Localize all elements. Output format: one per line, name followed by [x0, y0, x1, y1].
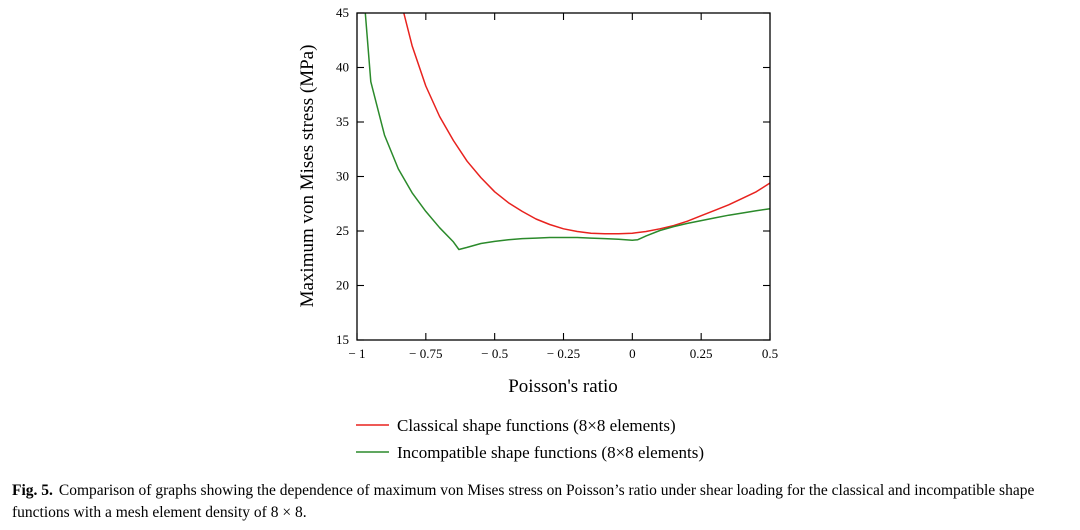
x-axis-title: Poisson's ratio — [508, 376, 618, 397]
x-tick-label: − 1 — [348, 346, 365, 361]
legend-label-classical: Classical shape functions (8×8 elements) — [397, 416, 676, 435]
x-tick-label: − 0.25 — [547, 346, 580, 361]
y-axis-title: Maximum von Mises stress (MPa) — [297, 45, 318, 308]
figure-label: Fig. 5. — [12, 482, 53, 499]
y-tick-label: 30 — [336, 169, 349, 184]
y-tick-label: 45 — [336, 5, 349, 20]
y-tick-label: 25 — [336, 223, 349, 238]
y-tick-label: 35 — [336, 114, 349, 129]
y-tick-label: 40 — [336, 60, 349, 75]
y-tick-label: 15 — [336, 332, 349, 347]
series-line-incompatible — [364, 12, 771, 251]
x-tick-label: 0.25 — [690, 346, 713, 361]
x-tick-label: 0.5 — [762, 346, 778, 361]
figure-caption: Fig. 5. Comparison of graphs showing the … — [12, 480, 1074, 524]
legend: Classical shape functions (8×8 elements)… — [356, 416, 704, 462]
chart: − 1 − 0.75 − 0.5 − 0.25 0 0.25 0.5 15 20 25 30 35 40… — [297, 5, 778, 462]
x-tick-label: 0 — [629, 346, 636, 361]
plot-frame — [356, 12, 771, 341]
series-line-classical — [403, 12, 771, 235]
legend-label-incompatible: Incompatible shape functions (8×8 elemen… — [397, 443, 704, 462]
y-tick-label: 20 — [336, 278, 349, 293]
x-tick-label: − 0.5 — [481, 346, 508, 361]
x-tick-label: − 0.75 — [409, 346, 442, 361]
caption-text: Comparison of graphs showing the depende… — [12, 482, 1035, 521]
